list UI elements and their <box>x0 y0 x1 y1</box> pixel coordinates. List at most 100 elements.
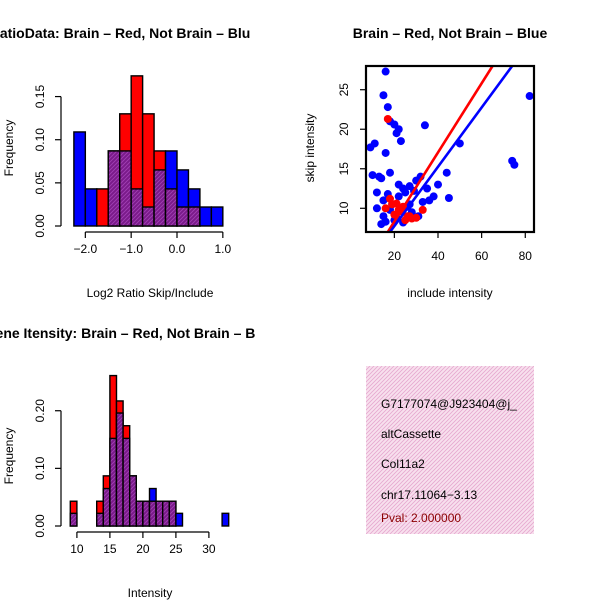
x-tick-label: 20 <box>136 542 150 556</box>
scatter-point-notbrain <box>372 204 381 213</box>
fit-line-brain <box>386 66 494 232</box>
scatter-point-notbrain <box>394 192 403 201</box>
x-tick-label: 60 <box>475 249 489 263</box>
gene-histogram-axes: 10 15 20 25 30 0.00 0.10 0.20 <box>33 399 216 556</box>
scatter-point-notbrain <box>418 197 427 206</box>
info-gene-name: Col11a2 <box>381 457 425 471</box>
gene-intensity-histogram-panel: Gene Itensity: Brain – Red, Not Brain – … <box>0 325 255 600</box>
hist-bar-overlap <box>115 412 124 527</box>
x-tick-label: −2.0 <box>73 242 97 256</box>
hist-bar-overlap <box>107 150 121 227</box>
scatter-point-brain <box>392 199 401 208</box>
plot-frame <box>364 64 536 234</box>
scatter-point-notbrain <box>434 180 442 189</box>
scatter-xlabel: include intensity <box>407 286 492 300</box>
hist-bar-overlap <box>128 475 137 527</box>
scatter-point-notbrain <box>377 174 386 183</box>
y-tick-label: 0.00 <box>33 514 47 538</box>
scatter-point-notbrain <box>444 194 453 203</box>
info-box-background <box>366 366 534 534</box>
scatter-point-brain <box>383 114 392 123</box>
info-pval: Pval: 2.000000 <box>381 511 461 525</box>
gene-histogram-ylabel: Frequency <box>2 428 16 485</box>
y-tick-label: 10 <box>337 201 351 215</box>
info-panel: G7177074@J923404@j_ altCassette Col11a2 … <box>366 366 534 534</box>
scatter-point-notbrain <box>383 103 392 112</box>
scatter-point-notbrain <box>429 192 438 201</box>
ratio-histogram-bars <box>73 75 224 227</box>
info-event-id: G7177074@J923404@j_ <box>381 397 517 411</box>
scatter-point-brain <box>407 214 416 223</box>
intensity-scatter-panel: Brain – Red, Not Brain – Blue 20 40 60 80 10… <box>303 25 547 300</box>
y-tick-label: 25 <box>337 83 351 97</box>
x-tick-label: 15 <box>103 542 117 556</box>
scatter-point-brain <box>418 205 427 214</box>
hist-bar-overlap <box>130 188 144 227</box>
scatter-point-notbrain <box>381 217 390 226</box>
x-tick-label: 20 <box>388 249 402 263</box>
scatter-points <box>366 66 534 232</box>
scatter-point-notbrain <box>394 180 403 189</box>
hist-bar-overlap <box>102 487 111 527</box>
x-tick-label: 1.0 <box>214 242 231 256</box>
hist-bar-notbrain <box>221 512 230 527</box>
hist-bar-notbrain <box>73 131 87 227</box>
scatter-axes: 20 40 60 80 10 15 20 25 <box>337 64 536 263</box>
gene-histogram-title: Gene Itensity: Brain – Red, Not Brain – … <box>0 325 255 341</box>
scatter-point-brain <box>386 194 394 203</box>
hist-bar-overlap <box>122 437 131 527</box>
hist-bar-overlap <box>161 500 170 527</box>
hist-bar-overlap <box>69 512 78 527</box>
scatter-point-notbrain <box>510 160 519 169</box>
gene-histogram-bars <box>69 374 230 527</box>
fit-line-notbrain <box>388 66 514 232</box>
scatter-point-notbrain <box>401 188 410 197</box>
hist-bar-notbrain <box>84 188 98 227</box>
gene-histogram-xlabel: Intensity <box>128 586 173 600</box>
scatter-point-notbrain <box>423 184 432 193</box>
x-tick-label: 80 <box>519 249 533 263</box>
scatter-ylabel: skip intensity <box>303 114 317 183</box>
ratio-histogram-panel: RatioData: Brain – Red, Not Brain – Blu … <box>0 25 250 300</box>
scatter-point-notbrain <box>372 188 381 197</box>
x-tick-label: 0.0 <box>169 242 186 256</box>
y-tick-label: 15 <box>337 162 351 176</box>
x-tick-label: −1.0 <box>119 242 143 256</box>
hist-bar-overlap <box>168 500 177 527</box>
hist-bar-overlap <box>153 169 167 227</box>
x-tick-label: 40 <box>431 249 445 263</box>
hist-bar-overlap <box>155 500 164 527</box>
hist-bar-brain <box>96 188 109 227</box>
ratio-histogram-xlabel: Log2 Ratio Skip/Include <box>87 286 214 300</box>
y-tick-label: 0.20 <box>33 399 47 423</box>
info-location: chr17.11064−3.13 <box>381 488 478 502</box>
y-tick-label: 0.15 <box>33 85 47 109</box>
hist-bar-overlap <box>187 206 201 227</box>
ratio-histogram-axes: −2.0 −1.0 0.0 1.0 0.00 0.05 0.10 0.15 <box>33 85 231 256</box>
scatter-point-notbrain <box>386 168 394 177</box>
scatter-point-notbrain <box>368 171 377 180</box>
hist-bar-notbrain <box>175 512 184 527</box>
y-tick-label: 20 <box>337 122 351 136</box>
hist-bar-overlap <box>176 206 190 227</box>
hist-bar-overlap <box>109 437 118 527</box>
scatter-point-notbrain <box>396 137 405 146</box>
scatter-point-notbrain <box>381 67 390 76</box>
scatter-point-brain <box>381 204 390 213</box>
scatter-point-notbrain <box>525 92 534 101</box>
scatter-point-notbrain <box>379 196 388 205</box>
hist-bar-overlap <box>148 500 157 527</box>
x-tick-label: 10 <box>70 542 84 556</box>
info-event-type: altCassette <box>381 427 441 441</box>
y-tick-label: 0.00 <box>33 214 47 238</box>
hist-bar-notbrain <box>210 206 224 227</box>
hist-bar-overlap <box>141 206 155 227</box>
y-tick-label: 0.10 <box>33 456 47 480</box>
hist-bar-overlap <box>119 150 132 227</box>
scatter-point-notbrain <box>370 139 379 148</box>
scatter-point-notbrain <box>394 125 403 134</box>
x-tick-label: 30 <box>202 542 216 556</box>
hist-bar-overlap <box>95 512 104 527</box>
ratio-histogram-title: RatioData: Brain – Red, Not Brain – Blu <box>0 25 250 41</box>
